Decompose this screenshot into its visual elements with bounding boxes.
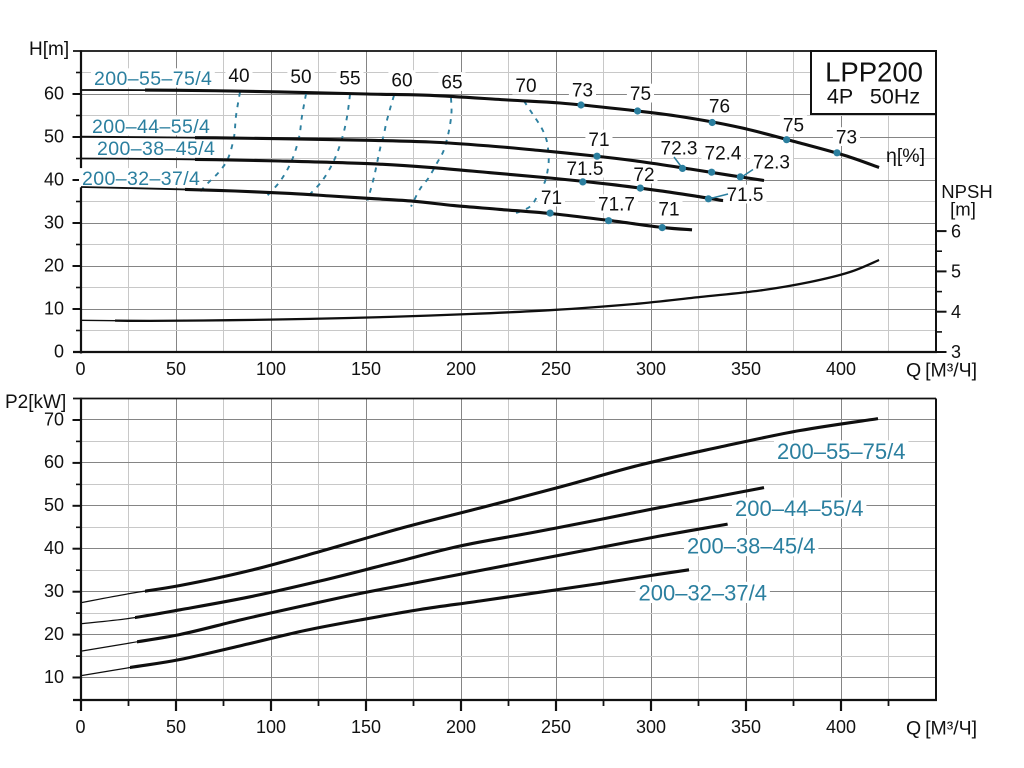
svg-text:72.4: 72.4 [705,144,742,165]
svg-text:50: 50 [166,359,186,379]
svg-text:Q [М³/Ч]: Q [М³/Ч] [906,718,977,740]
svg-text:70: 70 [44,409,64,429]
svg-text:10: 10 [44,298,64,318]
svg-text:72: 72 [633,165,654,186]
svg-text:71: 71 [658,200,679,221]
svg-text:150: 150 [351,359,381,379]
svg-text:350: 350 [731,717,761,737]
svg-text:50: 50 [44,126,64,146]
svg-text:73: 73 [836,128,857,149]
svg-text:72.3: 72.3 [661,139,698,160]
svg-text:40: 40 [44,169,64,189]
svg-text:50: 50 [166,717,186,737]
svg-text:200–38–45/4: 200–38–45/4 [687,534,815,559]
svg-text:20: 20 [44,624,64,644]
svg-text:65: 65 [441,73,462,94]
svg-text:350: 350 [731,359,761,379]
svg-text:30: 30 [44,581,64,601]
svg-text:200–55–75/4: 200–55–75/4 [777,439,905,464]
svg-text:250: 250 [541,717,571,737]
svg-text:H[m]: H[m] [29,39,69,60]
svg-text:150: 150 [351,717,381,737]
svg-text:72.3: 72.3 [753,153,790,174]
svg-text:0: 0 [75,359,85,379]
svg-text:60: 60 [391,71,412,92]
svg-text:100: 100 [256,717,286,737]
svg-text:4: 4 [951,302,961,322]
svg-text:4P 50Hz: 4P 50Hz [827,85,920,109]
svg-text:200–44–55/4: 200–44–55/4 [735,496,863,521]
svg-text:Q [М³/Ч]: Q [М³/Ч] [906,360,977,382]
svg-text:200–44–55/4: 200–44–55/4 [92,116,210,138]
svg-text:73: 73 [572,81,593,102]
svg-text:400: 400 [826,359,856,379]
svg-text:40: 40 [44,538,64,558]
svg-text:200–32–37/4: 200–32–37/4 [82,168,200,190]
svg-text:200–55–75/4: 200–55–75/4 [94,68,212,90]
svg-text:10: 10 [44,667,64,687]
svg-text:60: 60 [44,83,64,103]
svg-text:NPSH: NPSH [941,181,992,202]
svg-text:30: 30 [44,212,64,232]
svg-text:3: 3 [951,342,961,362]
svg-text:200: 200 [446,717,476,737]
svg-text:200–32–37/4: 200–32–37/4 [639,581,767,606]
svg-text:71: 71 [541,188,562,209]
svg-text:400: 400 [826,717,856,737]
svg-text:71.5: 71.5 [727,185,764,206]
svg-text:71.5: 71.5 [567,159,604,180]
svg-text:50: 50 [290,67,311,88]
svg-text:200–38–45/4: 200–38–45/4 [97,138,215,160]
svg-text:71: 71 [588,130,609,151]
svg-text:100: 100 [256,359,286,379]
svg-text:55: 55 [339,68,360,89]
svg-text:300: 300 [636,359,666,379]
svg-text:75: 75 [630,84,651,105]
svg-text:71.7: 71.7 [598,195,635,216]
svg-text:40: 40 [228,66,249,87]
svg-text:75: 75 [783,116,804,137]
svg-text:20: 20 [44,255,64,275]
svg-text:LPP200: LPP200 [825,57,923,88]
svg-text:η[%]: η[%] [886,145,925,167]
svg-text:50: 50 [44,495,64,515]
svg-text:0: 0 [54,341,64,361]
svg-text:6: 6 [951,221,961,241]
svg-text:200: 200 [446,359,476,379]
svg-text:5: 5 [951,262,961,282]
svg-text:250: 250 [541,359,571,379]
svg-text:300: 300 [636,717,666,737]
svg-text:0: 0 [75,717,85,737]
svg-text:[m]: [m] [950,199,976,220]
svg-text:60: 60 [44,452,64,472]
svg-text:76: 76 [709,97,730,118]
svg-text:P2[kW]: P2[kW] [5,392,66,413]
svg-text:70: 70 [515,76,536,97]
